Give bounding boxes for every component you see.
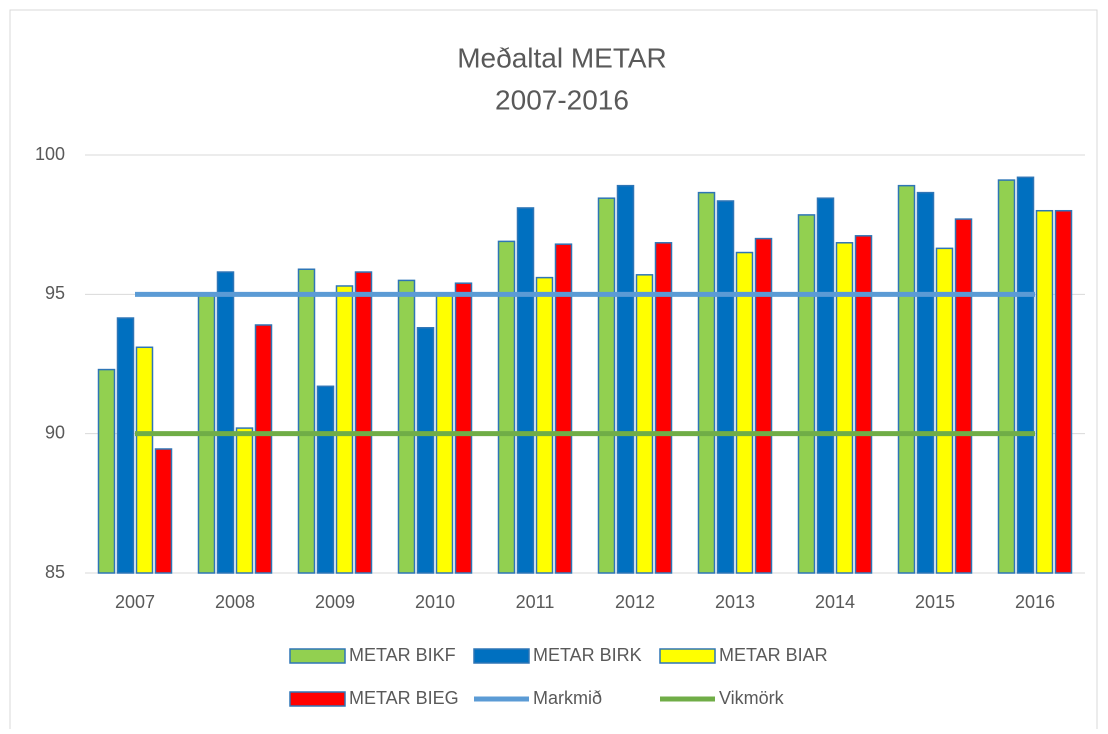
bar bbox=[935, 247, 954, 574]
x-tick-label: 2012 bbox=[615, 592, 655, 612]
bar bbox=[954, 218, 973, 574]
bar bbox=[1054, 209, 1073, 574]
legend-swatch bbox=[289, 648, 346, 664]
x-tick-label: 2007 bbox=[115, 592, 155, 612]
bar bbox=[735, 251, 754, 574]
bar bbox=[635, 274, 654, 574]
bar bbox=[235, 427, 254, 574]
legend-label: METAR BIRK bbox=[533, 645, 642, 665]
bar bbox=[297, 268, 316, 574]
x-tick-label: 2008 bbox=[215, 592, 255, 612]
bar bbox=[316, 385, 335, 574]
bar bbox=[116, 317, 135, 574]
bar bbox=[897, 184, 916, 574]
x-tick-label: 2009 bbox=[315, 592, 355, 612]
bar bbox=[135, 346, 154, 574]
bar bbox=[554, 243, 573, 574]
bar bbox=[354, 271, 373, 574]
bar bbox=[616, 184, 635, 574]
x-tick-label: 2010 bbox=[415, 592, 455, 612]
bar bbox=[416, 327, 435, 574]
chart-frame bbox=[9, 9, 1098, 734]
legend-label: METAR BIAR bbox=[719, 645, 828, 665]
legend-label: Vikmörk bbox=[719, 688, 785, 708]
bar bbox=[916, 191, 935, 574]
legend-swatch bbox=[289, 691, 346, 707]
y-tick-label: 85 bbox=[45, 562, 65, 582]
bar bbox=[654, 242, 673, 574]
x-tick-label: 2011 bbox=[516, 592, 555, 612]
bar bbox=[254, 324, 273, 574]
x-tick-label: 2014 bbox=[815, 592, 855, 612]
bar bbox=[216, 271, 235, 574]
bar bbox=[854, 235, 873, 574]
bar bbox=[1035, 209, 1054, 574]
legend-swatch bbox=[659, 648, 716, 664]
x-tick-label: 2016 bbox=[1015, 592, 1055, 612]
bar bbox=[997, 179, 1016, 574]
bar bbox=[454, 282, 473, 574]
bar bbox=[535, 276, 554, 574]
y-tick-label: 95 bbox=[45, 283, 65, 303]
bar bbox=[835, 242, 854, 574]
legend-label: METAR BIKF bbox=[349, 645, 456, 665]
legend-swatch bbox=[473, 648, 530, 664]
y-tick-label: 100 bbox=[35, 144, 65, 164]
x-tick-label: 2015 bbox=[915, 592, 955, 612]
y-tick-label: 90 bbox=[45, 422, 65, 442]
legend-label: Markmið bbox=[533, 688, 602, 708]
bar bbox=[516, 207, 535, 574]
chart-subtitle: 2007-2016 bbox=[495, 84, 629, 115]
bar bbox=[697, 191, 716, 574]
bar bbox=[97, 368, 116, 574]
chart-title: Meðaltal METAR bbox=[457, 42, 667, 73]
bar bbox=[335, 285, 354, 574]
legend-label: METAR BIEG bbox=[349, 688, 459, 708]
bar bbox=[797, 214, 816, 574]
bar bbox=[754, 237, 773, 574]
x-tick-label: 2013 bbox=[715, 592, 755, 612]
bar bbox=[716, 200, 735, 574]
bar bbox=[154, 448, 173, 574]
bar bbox=[816, 197, 835, 574]
bar bbox=[397, 279, 416, 574]
bar bbox=[597, 197, 616, 574]
bar bbox=[1016, 176, 1035, 574]
bar bbox=[497, 240, 516, 574]
